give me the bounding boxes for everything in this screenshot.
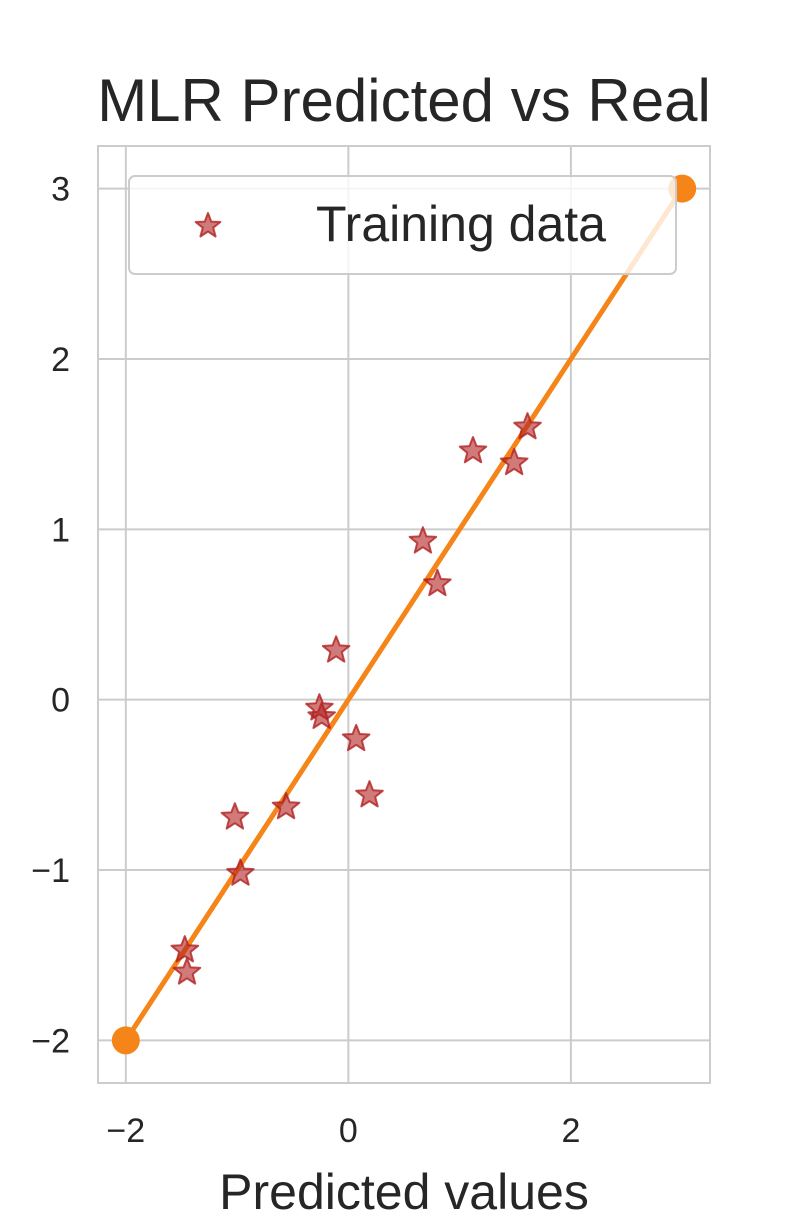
- legend-star-marker: [194, 212, 222, 238]
- legend-star: [194, 212, 222, 238]
- data-point-2: [220, 802, 250, 830]
- y-tick-label: 0: [51, 682, 70, 720]
- chart-title: MLR Predicted vs Real: [97, 67, 711, 134]
- data-point-4: [271, 792, 301, 820]
- data-point-7: [321, 635, 351, 663]
- y-tick-label: −1: [31, 852, 70, 890]
- plot-frame: [97, 145, 711, 1084]
- data-point-14: [513, 412, 542, 440]
- data-point-11: [423, 568, 452, 597]
- y-tick-labels: −2 −1 0 1 2 3: [31, 171, 70, 1061]
- y-tick-label: 3: [51, 171, 70, 209]
- legend-box: [128, 175, 677, 275]
- training-data-series: [170, 412, 542, 985]
- x-tick-labels: −2 0 2: [106, 1112, 580, 1150]
- y-tick-label: −2: [31, 1022, 70, 1060]
- data-point-10: [408, 526, 438, 554]
- x-tick-label: 2: [561, 1112, 580, 1150]
- y-tick-label: 1: [51, 511, 70, 549]
- x-axis-label: Predicted values: [219, 1164, 589, 1218]
- legend-label-training-data: Training data: [316, 196, 606, 252]
- data-point-13: [499, 447, 529, 476]
- data-point-3: [226, 858, 255, 886]
- data-point-0: [170, 935, 200, 963]
- y-tick-label: 2: [51, 341, 70, 379]
- x-tick-label: 0: [339, 1112, 358, 1150]
- data-point-9: [355, 780, 384, 808]
- data-point-8: [341, 723, 371, 752]
- fit-line: [123, 186, 685, 1043]
- data-point-12: [458, 436, 488, 464]
- data-point-6: [307, 701, 336, 729]
- fit-line-endpoint-0: [111, 1026, 140, 1055]
- legend: Training data: [128, 175, 677, 275]
- data-point-1: [172, 957, 202, 985]
- x-tick-label: −2: [106, 1112, 145, 1150]
